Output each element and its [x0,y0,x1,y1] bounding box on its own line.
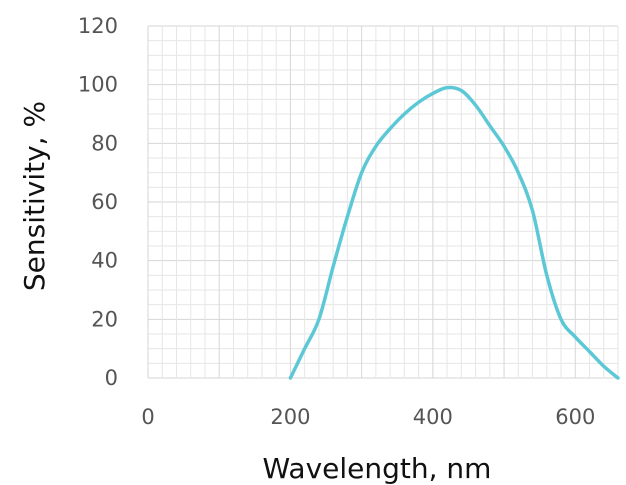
y-tick-label: 80 [91,131,118,155]
y-axis-ticks: 0 20 40 60 80 100 120 [78,14,118,390]
y-tick-label: 20 [91,307,118,331]
y-tick-label: 60 [91,190,118,214]
x-axis-ticks: 0 200 400 600 [141,405,595,429]
y-tick-label: 40 [91,249,118,273]
y-tick-label: 100 [78,73,118,97]
x-tick-label: 200 [270,405,310,429]
chart-grid [147,25,619,379]
x-tick-label: 600 [555,405,595,429]
y-tick-label: 120 [78,14,118,38]
y-axis-label: Sensitivity, % [18,101,51,291]
x-tick-label: 400 [413,405,453,429]
x-axis-label: Wavelength, nm [263,452,492,485]
sensitivity-curve [288,85,620,380]
y-tick-label: 0 [105,366,118,390]
plot-area [288,85,620,380]
x-tick-label: 0 [141,405,154,429]
